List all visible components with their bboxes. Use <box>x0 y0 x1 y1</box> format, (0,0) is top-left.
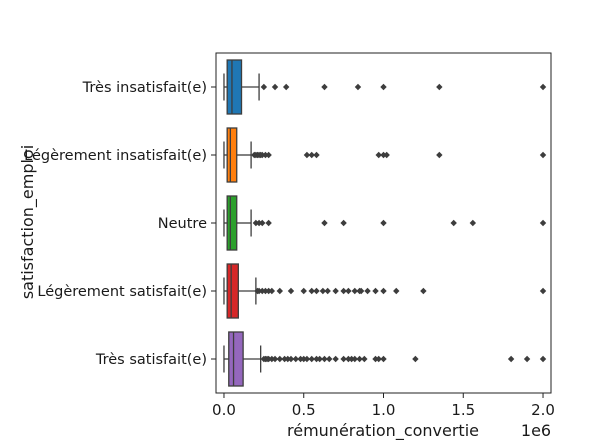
outlier-point <box>321 219 328 227</box>
outlier-point <box>375 151 382 159</box>
outlier-point <box>321 83 328 91</box>
outlier-point <box>507 355 515 363</box>
outlier-point <box>287 355 295 363</box>
outlier-point <box>340 355 347 363</box>
outlier-point <box>539 83 547 91</box>
outlier-point <box>380 83 387 91</box>
outlier-point <box>340 219 347 227</box>
box-iqr <box>226 195 238 251</box>
outlier-point <box>345 287 352 295</box>
box-iqr <box>226 59 243 115</box>
outlier-point <box>356 355 363 363</box>
outlier-point <box>308 355 315 363</box>
outlier-point <box>380 219 387 227</box>
outlier-point <box>469 219 477 227</box>
outlier-point <box>319 287 327 295</box>
outlier-point <box>372 287 379 295</box>
outlier-point <box>393 287 400 295</box>
outlier-point <box>340 287 347 295</box>
outlier-point <box>539 219 547 227</box>
outlier-point <box>332 287 339 295</box>
x-tick-label: 0.0 <box>212 401 236 419</box>
outlier-point <box>324 287 331 295</box>
outlier-point <box>351 287 358 295</box>
x-ticks-layer: 0.0 0.5 1.0 1.5 2.0 <box>212 393 555 419</box>
outlier-point <box>287 287 295 295</box>
outlier-point <box>316 355 323 363</box>
outlier-point <box>375 355 382 363</box>
outlier-point <box>313 151 320 159</box>
outlier-point <box>332 355 339 363</box>
outlier-point <box>351 355 358 363</box>
outlier-point <box>436 151 443 159</box>
x-tick-label: 2.0 <box>531 401 555 419</box>
outlier-point <box>292 355 299 363</box>
outlier-point <box>276 287 284 295</box>
outlier-point <box>303 151 311 159</box>
y-axis-label: satisfaction_emploi <box>18 145 38 299</box>
outlier-point <box>308 287 315 295</box>
outlier-point <box>436 83 443 91</box>
outlier-point <box>539 355 547 363</box>
outlier-point <box>260 83 268 91</box>
outlier-point <box>412 355 419 363</box>
outlier-point <box>308 151 315 159</box>
outlier-point <box>539 151 547 159</box>
box-group-2 <box>223 127 547 183</box>
box-iqr <box>226 263 239 319</box>
outlier-point <box>357 287 365 295</box>
outlier-point <box>450 219 457 227</box>
outlier-point <box>523 355 531 363</box>
outlier-point <box>265 219 272 227</box>
y-tick-label: Très insatisfait(e) <box>82 80 207 96</box>
outlier-point <box>539 287 547 295</box>
outlier-point <box>276 355 284 363</box>
x-tick-label: 1.0 <box>372 401 396 419</box>
box-group-1 <box>223 59 547 115</box>
box-group-5 <box>223 331 547 387</box>
outlier-point <box>271 83 279 91</box>
y-tick-label: Neutre <box>158 216 207 232</box>
x-axis-offset-label: 1e6 <box>521 421 551 440</box>
outlier-point <box>361 355 368 363</box>
outlier-point <box>420 287 427 295</box>
outlier-point <box>265 151 272 159</box>
outlier-point <box>313 287 320 295</box>
outlier-point <box>326 355 333 363</box>
x-tick-label: 1.5 <box>451 401 475 419</box>
box-iqr <box>228 331 244 387</box>
x-tick-label: 0.5 <box>292 401 316 419</box>
box-iqr <box>226 127 238 183</box>
outlier-point <box>380 287 387 295</box>
outlier-point <box>383 151 390 159</box>
boxes-layer <box>223 59 547 387</box>
y-tick-label: Légèrement satisfait(e) <box>37 284 207 300</box>
outlier-point <box>321 355 328 363</box>
outlier-point <box>259 219 266 227</box>
y-ticks-layer: Très insatisfait(e) Légèrement insatisfai… <box>24 80 216 368</box>
y-tick-label: Légèrement insatisfait(e) <box>24 148 207 164</box>
y-tick-label: Très satisfait(e) <box>95 352 207 368</box>
outlier-point <box>303 355 311 363</box>
box-group-3 <box>223 195 547 251</box>
outlier-point <box>364 287 371 295</box>
outlier-point <box>380 355 387 363</box>
outlier-point <box>268 287 276 295</box>
outlier-point <box>354 83 362 91</box>
x-axis-label: rémunération_convertie <box>287 421 479 441</box>
outlier-point <box>271 355 279 363</box>
box-group-4 <box>223 263 547 319</box>
outlier-point <box>282 83 290 91</box>
outlier-point <box>300 287 307 295</box>
